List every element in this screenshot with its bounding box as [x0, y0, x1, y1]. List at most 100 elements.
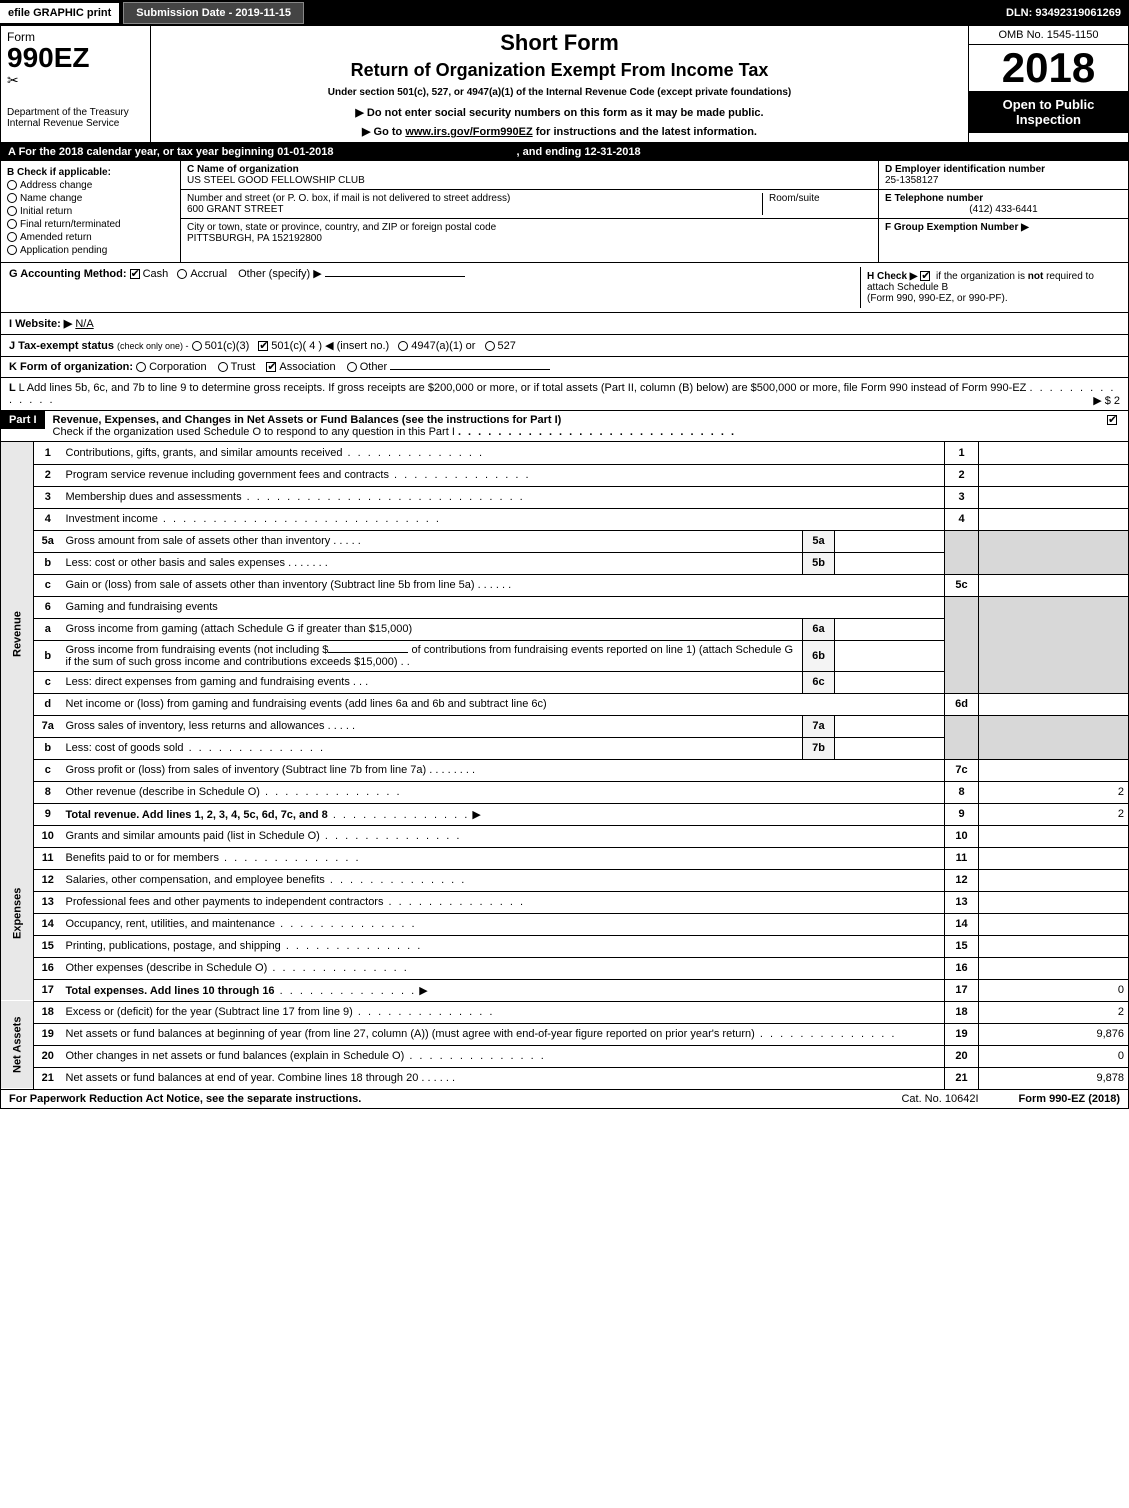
- part1-check-text: Check if the organization used Schedule …: [53, 426, 455, 438]
- box-c-city-label: City or town, state or province, country…: [187, 222, 872, 233]
- l10-amt: [979, 825, 1129, 847]
- goto-instructions: ▶ Go to www.irs.gov/Form990EZ for instru…: [159, 125, 960, 138]
- l16-amt: [979, 957, 1129, 979]
- chk-name-change[interactable]: Name change: [7, 193, 174, 204]
- row-g-h: G Accounting Method: Cash Accrual Other …: [0, 263, 1129, 313]
- line-19: 19Net assets or fund balances at beginni…: [1, 1023, 1129, 1045]
- box-d-label: D Employer identification number: [885, 164, 1122, 175]
- box-j-note: (check only one) -: [117, 341, 189, 351]
- l5b-box: [835, 552, 945, 574]
- line-21: 21Net assets or fund balances at end of …: [1, 1067, 1129, 1089]
- l5b-desc: Less: cost or other basis and sales expe…: [66, 557, 286, 569]
- l20-desc: Other changes in net assets or fund bala…: [66, 1050, 405, 1062]
- chk-address-change[interactable]: Address change: [7, 180, 174, 191]
- lbl-accrual: Accrual: [190, 268, 227, 280]
- chk-cash[interactable]: [130, 269, 140, 279]
- l3-amt: [979, 486, 1129, 508]
- chk-trust[interactable]: [218, 362, 228, 372]
- chk-part1-scho[interactable]: [1107, 415, 1117, 425]
- line-11: 11Benefits paid to or for members11: [1, 847, 1129, 869]
- form-header: Form 990EZ ✂ Department of the Treasury …: [0, 26, 1129, 143]
- box-i-label: I Website: ▶: [9, 318, 72, 330]
- lbl-trust: Trust: [231, 361, 256, 373]
- box-b: B Check if applicable: Address change Na…: [1, 161, 181, 262]
- chk-accrual[interactable]: [177, 269, 187, 279]
- irs-link[interactable]: www.irs.gov/Form990EZ: [405, 126, 532, 138]
- l18-desc: Excess or (deficit) for the year (Subtra…: [66, 1006, 353, 1018]
- line-5c: cGain or (loss) from sale of assets othe…: [1, 574, 1129, 596]
- dept-treasury: Department of the Treasury: [7, 107, 144, 118]
- chk-501c[interactable]: [258, 341, 268, 351]
- l5c-amt: [979, 574, 1129, 596]
- org-city: PITTSBURGH, PA 152192800: [187, 233, 872, 244]
- chk-corp[interactable]: [136, 362, 146, 372]
- open-public: Open to Public Inspection: [969, 91, 1128, 133]
- line-16: 16Other expenses (describe in Schedule O…: [1, 957, 1129, 979]
- l6b-input[interactable]: [328, 652, 408, 653]
- l7b-desc: Less: cost of goods sold: [66, 742, 184, 754]
- other-org-input[interactable]: [390, 369, 550, 370]
- lbl-527: 527: [498, 340, 516, 352]
- chk-amended-return[interactable]: Amended return: [7, 232, 174, 243]
- l20-amt: 0: [979, 1045, 1129, 1067]
- box-h-label: H Check ▶: [867, 271, 917, 282]
- form-ref: Form 990-EZ (2018): [1019, 1093, 1120, 1105]
- part1-title: Revenue, Expenses, and Changes in Net As…: [53, 414, 562, 426]
- irs-label: Internal Revenue Service: [7, 118, 144, 129]
- l7c-desc: Gross profit or (loss) from sales of inv…: [66, 764, 427, 776]
- l6c-desc: Less: direct expenses from gaming and fu…: [66, 676, 350, 688]
- org-name: US STEEL GOOD FELLOWSHIP CLUB: [187, 175, 872, 186]
- other-method-input[interactable]: [325, 276, 465, 277]
- do-not-warning: ▶ Do not enter social security numbers o…: [159, 106, 960, 119]
- l8-desc: Other revenue (describe in Schedule O): [66, 786, 260, 798]
- omb-number: OMB No. 1545-1150: [969, 26, 1128, 45]
- header-left: Form 990EZ ✂ Department of the Treasury …: [1, 26, 151, 142]
- chk-initial-return[interactable]: Initial return: [7, 206, 174, 217]
- footer: For Paperwork Reduction Act Notice, see …: [0, 1090, 1129, 1109]
- header-center: Short Form Return of Organization Exempt…: [151, 26, 968, 142]
- l2-desc: Program service revenue including govern…: [66, 469, 389, 481]
- l15-amt: [979, 935, 1129, 957]
- part1-header: Part I Revenue, Expenses, and Changes in…: [0, 411, 1129, 442]
- row-j: J Tax-exempt status (check only one) - 5…: [0, 335, 1129, 357]
- chk-application-pending[interactable]: Application pending: [7, 245, 174, 256]
- row-i: I Website: ▶ N/A: [0, 313, 1129, 335]
- l21-amt: 9,878: [979, 1067, 1129, 1089]
- l3-desc: Membership dues and assessments: [66, 491, 242, 503]
- chk-501c3[interactable]: [192, 341, 202, 351]
- lbl-other-method: Other (specify) ▶: [238, 268, 322, 280]
- efile-label[interactable]: efile GRAPHIC print: [0, 3, 119, 23]
- l6a-desc: Gross income from gaming (attach Schedul…: [66, 623, 413, 635]
- box-l-text: L Add lines 5b, 6c, and 7b to line 9 to …: [19, 382, 1027, 394]
- box-c-name-label: C Name of organization: [187, 164, 872, 175]
- website-value: N/A: [75, 318, 93, 330]
- box-j-label: J Tax-exempt status: [9, 340, 114, 352]
- chk-h[interactable]: [920, 271, 930, 281]
- box-f-label: F Group Exemption Number ▶: [885, 222, 1029, 233]
- chk-final-return[interactable]: Final return/terminated: [7, 219, 174, 230]
- l14-amt: [979, 913, 1129, 935]
- l7c-amt: [979, 759, 1129, 781]
- line-14: 14Occupancy, rent, utilities, and mainte…: [1, 913, 1129, 935]
- line-3: 3Membership dues and assessments 3: [1, 486, 1129, 508]
- line-15: 15Printing, publications, postage, and s…: [1, 935, 1129, 957]
- period-begin: A For the 2018 calendar year, or tax yea…: [8, 146, 333, 158]
- l11-amt: [979, 847, 1129, 869]
- line-18: Net Assets 18Excess or (deficit) for the…: [1, 1001, 1129, 1023]
- box-h-text2: (Form 990, 990-EZ, or 990-PF).: [867, 293, 1008, 304]
- chk-527[interactable]: [485, 341, 495, 351]
- box-h: H Check ▶ if the organization is not req…: [860, 267, 1120, 308]
- paperwork-notice: For Paperwork Reduction Act Notice, see …: [9, 1093, 361, 1105]
- row-k: K Form of organization: Corporation Trus…: [0, 357, 1129, 378]
- line-5a: 5aGross amount from sale of assets other…: [1, 530, 1129, 552]
- l5a-desc: Gross amount from sale of assets other t…: [66, 535, 331, 547]
- box-e-label: E Telephone number: [885, 193, 1122, 204]
- under-section: Under section 501(c), 527, or 4947(a)(1)…: [159, 87, 960, 98]
- part1-label: Part I: [1, 411, 45, 429]
- line-6: 6Gaming and fundraising events: [1, 596, 1129, 618]
- chk-assoc[interactable]: [266, 362, 276, 372]
- chk-other-org[interactable]: [347, 362, 357, 372]
- chk-4947[interactable]: [398, 341, 408, 351]
- info-right: D Employer identification number 25-1358…: [878, 161, 1128, 262]
- line-20: 20Other changes in net assets or fund ba…: [1, 1045, 1129, 1067]
